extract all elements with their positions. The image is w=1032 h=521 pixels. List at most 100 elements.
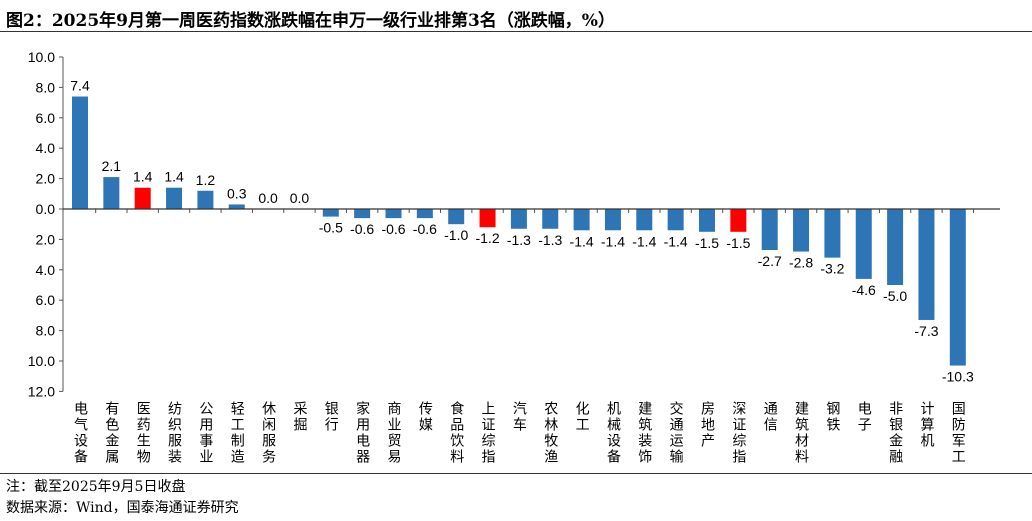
x-tick-label: 有色金属 xyxy=(103,401,120,465)
bar xyxy=(730,209,747,232)
data-label: 0.0 xyxy=(290,190,310,206)
data-label: 2.1 xyxy=(102,158,122,174)
x-tick-label: 商业贸易 xyxy=(385,401,402,465)
bar xyxy=(72,96,88,209)
data-label: -10.3 xyxy=(942,369,974,385)
data-label: 1.2 xyxy=(196,172,216,188)
bottom-divider xyxy=(0,473,1032,474)
bar xyxy=(824,209,841,258)
data-label: -1.0 xyxy=(444,227,468,243)
x-tick-label: 纺织服装 xyxy=(166,401,183,465)
y-tick-label: 0.0 xyxy=(36,201,56,217)
y-tick-label: 6.0 xyxy=(36,110,56,126)
y-tick-label: 4.0 xyxy=(36,262,56,278)
bar xyxy=(479,209,496,228)
x-tick-label: 交通运输 xyxy=(667,401,684,465)
x-tick-label: 通信 xyxy=(761,401,778,433)
data-label: -1.4 xyxy=(664,233,688,249)
data-label: 0.3 xyxy=(227,185,247,201)
y-tick-label: 8.0 xyxy=(36,79,56,95)
bar-chart: 10.0 8.0 6.0 4.0 2.0 0.0 2.0 4.0 6.0 8.0 10.0 12.0 7… xyxy=(28,49,1000,399)
y-tick-label: 10.0 xyxy=(28,353,55,369)
bar xyxy=(949,209,966,366)
bar xyxy=(604,209,621,231)
x-tick-label: 机械设备 xyxy=(604,401,621,465)
y-tick-label: 4.0 xyxy=(36,140,56,156)
data-label: -1.2 xyxy=(475,230,499,246)
bar xyxy=(385,209,402,219)
bar xyxy=(887,209,904,285)
data-label: -3.2 xyxy=(820,261,844,277)
y-tick-label: 10.0 xyxy=(28,49,55,65)
x-tick-label: 非银金融 xyxy=(887,401,904,465)
x-tick-label: 医药生物 xyxy=(134,401,151,465)
x-tick-label: 家用电器 xyxy=(354,401,371,465)
bar xyxy=(573,209,590,231)
x-tick-label: 电气设备 xyxy=(72,401,88,465)
bar xyxy=(416,209,433,219)
x-tick-label: 传媒 xyxy=(416,401,433,433)
bar xyxy=(448,209,465,225)
x-tick-label: 汽车 xyxy=(510,401,527,433)
bar xyxy=(228,204,245,209)
data-label: 0.0 xyxy=(258,190,278,206)
data-label: -0.5 xyxy=(319,220,343,236)
chart-title: 图2：2025年9月第一周医药指数涨跌幅在申万一级行业排第3名（涨跌幅，%） xyxy=(6,11,615,31)
bar xyxy=(918,209,935,320)
x-tick-label: 建筑材料 xyxy=(793,401,810,465)
y-tick-label: 2.0 xyxy=(36,231,56,247)
x-tick-label: 建筑装饰 xyxy=(636,401,653,465)
y-tick-label: 2.0 xyxy=(36,171,56,187)
bar xyxy=(793,209,810,252)
bar xyxy=(103,177,120,209)
source-note: 数据来源：Wind，国泰海通证券研究 xyxy=(6,500,239,516)
data-label: -1.3 xyxy=(538,232,562,248)
data-label: -2.8 xyxy=(789,255,813,271)
bar xyxy=(542,209,559,229)
data-label: -7.3 xyxy=(914,323,938,339)
x-tick-label: 轻工制造 xyxy=(228,401,245,465)
bar xyxy=(667,209,684,231)
data-label: 7.4 xyxy=(70,78,90,94)
bar xyxy=(197,190,214,209)
data-label: -1.4 xyxy=(570,233,594,249)
bar xyxy=(699,209,715,232)
bar xyxy=(166,187,183,209)
data-label: -2.7 xyxy=(758,253,782,269)
data-label: -1.5 xyxy=(726,235,750,251)
y-tick-label: 8.0 xyxy=(36,323,56,339)
x-tick-label: 国防军工 xyxy=(949,401,966,465)
data-label: -1.3 xyxy=(507,232,531,248)
data-label: -1.4 xyxy=(601,233,625,249)
x-tick-label: 钢铁 xyxy=(824,401,841,433)
x-tick-label: 计算机 xyxy=(918,401,935,449)
x-tick-label: 公用事业 xyxy=(197,401,214,465)
x-tick-label: 电子 xyxy=(855,401,872,433)
data-label: -0.6 xyxy=(350,221,374,237)
bar xyxy=(322,209,339,217)
x-tick-label: 银行 xyxy=(322,401,339,433)
footnote: 注：截至2025年9月5日收盘 xyxy=(6,479,186,495)
x-tick-label: 房地产 xyxy=(699,401,715,449)
y-tick-label: 6.0 xyxy=(36,292,56,308)
data-label: -0.6 xyxy=(413,221,437,237)
data-label: -0.6 xyxy=(381,221,405,237)
data-label: -1.5 xyxy=(695,235,719,251)
x-tick-label: 化工 xyxy=(573,401,590,433)
top-divider xyxy=(0,31,1032,32)
bar xyxy=(510,209,527,229)
bar xyxy=(354,209,371,219)
x-tick-label: 农林牧渔 xyxy=(542,401,559,465)
y-tick-label: 12.0 xyxy=(28,383,55,399)
data-label: -4.6 xyxy=(852,282,876,298)
x-tick-label: 深证综指 xyxy=(730,401,747,465)
x-tick-label: 休闲服务 xyxy=(260,401,277,465)
x-tick-label: 采掘 xyxy=(291,401,308,433)
bar xyxy=(636,209,653,231)
x-tick-label: 食品饮料 xyxy=(448,401,465,465)
data-label: -5.0 xyxy=(883,288,907,304)
bar xyxy=(761,209,778,251)
bar xyxy=(134,187,151,209)
data-label: 1.4 xyxy=(164,169,184,185)
data-label: -1.4 xyxy=(632,233,656,249)
